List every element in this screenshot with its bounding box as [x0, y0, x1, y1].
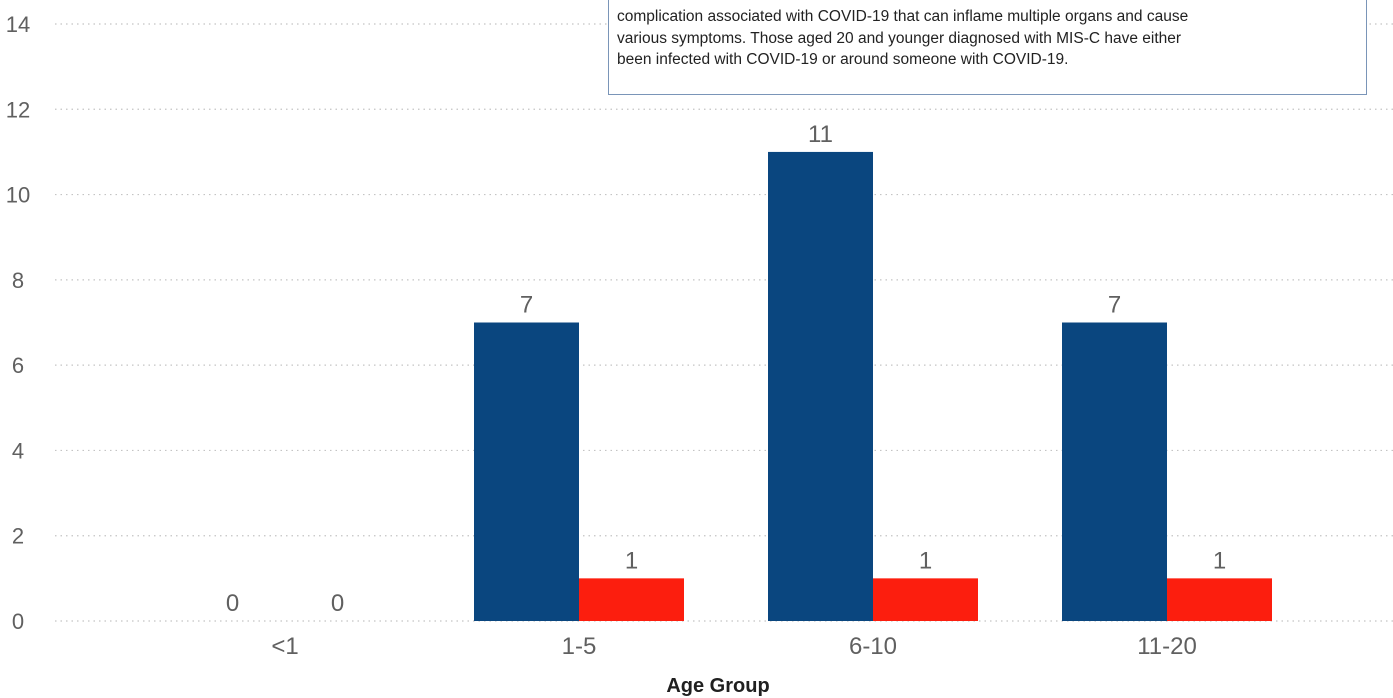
bar: [873, 578, 978, 621]
y-tick-label: 6: [12, 353, 24, 378]
bar: [1062, 322, 1167, 621]
y-tick-label: 14: [6, 12, 30, 37]
data-label: 0: [331, 590, 344, 617]
x-tick-label: 6-10: [849, 633, 897, 660]
bar: [1167, 578, 1272, 621]
data-label: 7: [1108, 292, 1121, 319]
data-label: 1: [625, 547, 638, 574]
tooltip-box: complication associated with COVID-19 th…: [608, 0, 1367, 95]
tooltip-line-2: various symptoms. Those aged 20 and youn…: [617, 29, 1182, 47]
data-label: 0: [226, 590, 239, 617]
data-label: 1: [919, 547, 932, 574]
x-tick-label: 11-20: [1137, 633, 1197, 660]
y-tick-label: 12: [6, 97, 30, 122]
data-label: 11: [808, 121, 833, 148]
x-axis-title: Age Group: [666, 675, 769, 697]
bar: [579, 578, 684, 621]
bar: [768, 151, 873, 621]
data-label: 7: [520, 292, 533, 319]
y-tick-label: 10: [6, 183, 30, 208]
data-label: 1: [1213, 547, 1226, 574]
y-tick-label: 2: [12, 524, 24, 549]
tooltip-line-1: complication associated with COVID-19 th…: [617, 8, 1189, 25]
x-tick-label: 1-5: [562, 633, 597, 660]
y-tick-label: 4: [12, 438, 24, 463]
y-tick-label: 8: [12, 268, 24, 293]
y-tick-label: 0: [12, 609, 24, 634]
x-tick-label: <1: [271, 633, 298, 660]
bar: [474, 322, 579, 621]
tooltip-line-3: been infected with COVID-19 or around so…: [617, 51, 1069, 68]
